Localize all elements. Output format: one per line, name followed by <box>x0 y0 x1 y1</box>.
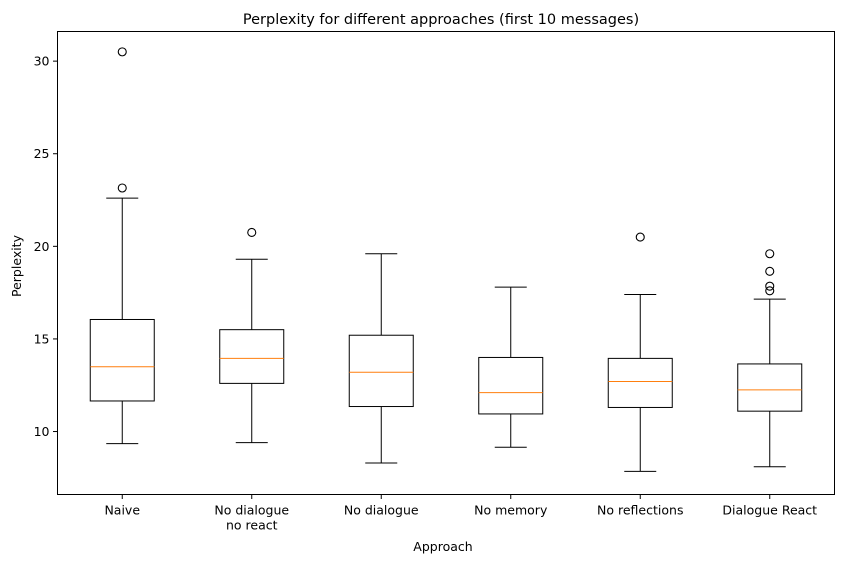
iqr-box <box>89 318 155 402</box>
outlier-point <box>117 183 127 193</box>
y-tick-label: 25 <box>34 146 50 161</box>
x-axis-label: Approach <box>413 539 472 554</box>
x-tick-label: No memory <box>474 503 548 518</box>
x-tick-label: Naive <box>104 503 140 518</box>
outlier-point <box>117 47 127 57</box>
outlier-point <box>635 232 645 242</box>
y-tick-label: 15 <box>34 331 50 346</box>
plot-frame <box>57 31 835 495</box>
iqr-box <box>737 363 803 412</box>
x-tick-label: No reflections <box>597 503 683 518</box>
iqr-box <box>348 334 414 408</box>
iqr-box <box>219 329 285 384</box>
y-axis-label: Perplexity <box>9 234 24 297</box>
iqr-box <box>478 356 544 415</box>
y-tick-label: 30 <box>34 54 50 69</box>
x-tick-label: No dialogue no react <box>214 503 289 533</box>
y-tick-label: 20 <box>34 239 50 254</box>
outlier-point <box>765 249 775 259</box>
outlier-point <box>765 281 775 291</box>
outlier-point <box>765 266 775 276</box>
x-tick-label: Dialogue React <box>722 503 817 518</box>
chart-title: Perplexity for different approaches (fir… <box>243 12 639 28</box>
iqr-box <box>607 357 673 408</box>
x-tick-label: No dialogue <box>344 503 419 518</box>
y-tick-label: 10 <box>34 424 50 439</box>
plot-area: 10 15 20 25 30 Naive No dialogue no react No dia… <box>34 47 817 533</box>
outlier-point <box>247 227 257 237</box>
outlier-point <box>765 286 775 296</box>
